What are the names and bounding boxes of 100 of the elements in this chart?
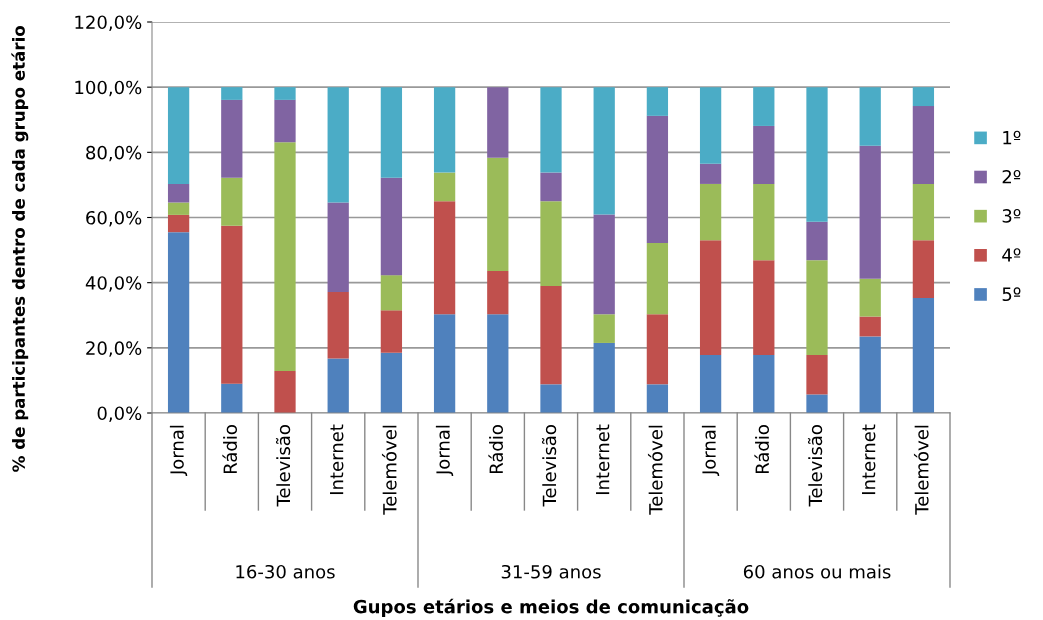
x-tick-label: Internet (330, 424, 344, 495)
bar (806, 87, 828, 222)
bar (699, 183, 722, 241)
bar (646, 242, 669, 315)
bar (433, 172, 456, 202)
bar (274, 142, 296, 371)
legend-label: 5º (1002, 287, 1021, 302)
y-tick-label: 100,0% (75, 80, 142, 97)
bar (274, 87, 296, 100)
bar (274, 370, 296, 413)
bar (433, 87, 456, 173)
bar (859, 336, 881, 413)
y-tick-label: 40,0% (85, 276, 142, 292)
bar (540, 285, 562, 385)
bar (167, 183, 190, 203)
bar (327, 292, 349, 359)
bar (806, 394, 828, 413)
bar (487, 314, 509, 413)
bar (221, 177, 243, 226)
bar (753, 355, 775, 413)
x-tick-label: Internet (596, 424, 610, 495)
bar (433, 314, 456, 413)
bar (380, 87, 403, 178)
x-axis-title: Gupos etários e meios de comunicação (353, 598, 749, 617)
bar (593, 314, 615, 343)
bar (221, 87, 243, 100)
x-tick-label: Rádio (488, 425, 504, 474)
bar (327, 87, 349, 203)
y-tick-label: 20,0% (86, 341, 142, 357)
bar (167, 202, 190, 215)
bar (167, 214, 190, 233)
bar (806, 355, 828, 395)
bar (859, 316, 881, 337)
x-tick-label: Televisão (541, 425, 557, 507)
y-axis-title: % de participantes dentro de cada grupo etário (11, 25, 29, 472)
bar (380, 310, 403, 353)
x-tick-label: Telemóvel (913, 425, 929, 515)
bar (380, 275, 403, 311)
bar (433, 201, 456, 315)
bar (912, 87, 935, 107)
bar (221, 383, 243, 413)
bar (912, 106, 935, 184)
bar (753, 87, 775, 126)
bar (487, 270, 509, 315)
legend-label: 1º (1003, 130, 1021, 145)
bar (327, 358, 349, 413)
bar (753, 260, 775, 355)
bar (221, 225, 243, 384)
bar (540, 201, 562, 286)
bar (806, 260, 828, 355)
bar (646, 115, 669, 243)
x-tick-label: Televisão (275, 425, 291, 507)
bar (646, 87, 669, 116)
bar (540, 87, 562, 173)
bar (912, 297, 935, 413)
x-tick-label: Jornal (701, 425, 720, 477)
text: 60 anos ou mais (743, 564, 891, 579)
x-tick-label: Televisão (807, 425, 823, 507)
bar (274, 99, 296, 143)
x-tick-label: Jornal (169, 425, 188, 477)
bar (753, 125, 775, 184)
bar (699, 355, 722, 413)
bar (540, 172, 562, 202)
x-tick-label: Telemóvel (647, 425, 663, 515)
bar (167, 87, 190, 184)
text: 31-59 anos (501, 564, 601, 579)
bar (912, 240, 935, 298)
bar (859, 87, 881, 146)
bar (859, 145, 881, 279)
y-tick-label: 0,0% (97, 406, 142, 422)
y-tick-label: 120,0% (75, 15, 142, 31)
bar (699, 163, 722, 184)
bar (540, 384, 562, 413)
bar (646, 384, 669, 413)
x-tick-label: Internet (862, 424, 876, 495)
bar (859, 278, 881, 317)
bar (380, 177, 403, 276)
bar (699, 240, 722, 355)
y-tick-label: 80,0% (86, 145, 142, 162)
bar (806, 221, 828, 261)
bar (593, 87, 615, 215)
bar (487, 157, 509, 271)
text: 16-30 anos (236, 564, 335, 579)
bar (167, 232, 190, 413)
y-tick-label: 60,0% (86, 210, 142, 227)
bar (912, 183, 935, 241)
bar (221, 99, 243, 178)
bar (380, 352, 403, 413)
x-tick-label: Rádio (754, 425, 770, 474)
bar (646, 314, 669, 385)
bar (593, 342, 615, 413)
bar (593, 214, 615, 315)
legend-label: 3º (1002, 209, 1021, 223)
bar (327, 202, 349, 293)
x-tick-label: Rádio (222, 425, 238, 474)
x-tick-label: Jornal (435, 425, 454, 477)
legend-label: 2º (1002, 169, 1021, 184)
x-tick-label: Telemóvel (381, 425, 397, 515)
bar (753, 183, 775, 261)
bar (487, 87, 509, 158)
